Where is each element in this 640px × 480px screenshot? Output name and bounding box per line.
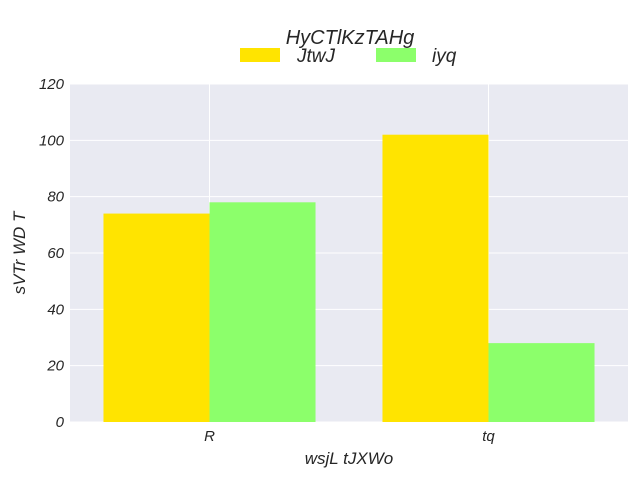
legend-swatch-iyq [376,48,416,62]
y-tick-labels: 0 20 40 60 80 100 120 [39,76,65,431]
y-axis-label: sVTr WD T [10,210,29,294]
legend-swatch-jtwj [240,48,280,62]
y-tick-label: 20 [46,358,64,375]
y-tick-label: 40 [47,301,64,318]
x-tick-label: tq [482,428,495,445]
y-tick-label: 0 [56,414,65,431]
y-tick-label: 80 [47,189,64,206]
x-tick-label: R [204,428,215,445]
chart-title: HyCTlKzTAHg [286,27,415,49]
bar-iyq-tq [488,343,595,422]
x-axis-label: wsjL tJXWo [305,449,394,468]
legend-label-iyq: iyq [432,46,457,67]
y-tick-label: 60 [47,245,64,262]
y-tick-label: 120 [39,76,65,93]
bar-jtwj-r [103,213,210,422]
legend: JtwJ iyq [240,46,457,67]
y-tick-label: 100 [39,132,65,149]
bar-iyq-r [209,202,316,422]
bar-jtwj-tq [382,134,489,422]
bars [103,134,595,422]
legend-label-jtwj: JtwJ [296,46,336,67]
